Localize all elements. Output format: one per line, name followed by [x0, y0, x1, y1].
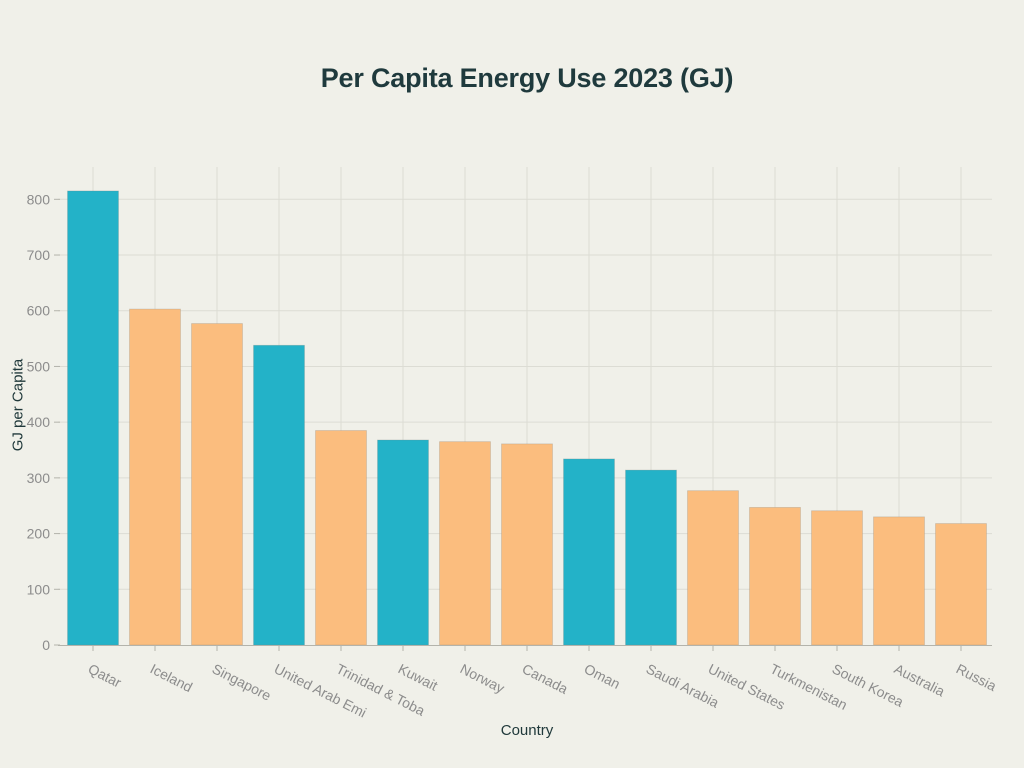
y-tick-label-500: 500	[27, 358, 51, 374]
bar-turkmenistan	[749, 506, 801, 646]
y-tick-label-700: 700	[27, 247, 51, 263]
y-tick-label-100: 100	[27, 581, 51, 597]
x-axis-title: Country	[500, 722, 554, 739]
chart-title: Per Capita Energy Use 2023 (GJ)	[320, 63, 734, 93]
y-tick-label-600: 600	[27, 303, 51, 319]
bar-russia	[935, 523, 987, 646]
bar-kuwait	[377, 439, 429, 646]
x-tick-label-oman: Oman	[582, 660, 623, 692]
y-tick-label-800: 800	[27, 191, 51, 207]
x-tick-label-iceland: Iceland	[148, 660, 195, 695]
x-tick-label-singapore: Singapore	[210, 660, 274, 703]
x-tick-label-russia: Russia	[954, 660, 1000, 694]
bar-norway	[439, 441, 491, 646]
x-tick-label-norway: Norway	[458, 660, 508, 696]
y-tick-label-0: 0	[42, 637, 50, 653]
x-tick-label-qatar: Qatar	[86, 660, 125, 690]
bar-united-states	[687, 490, 739, 646]
bar-south-korea	[811, 510, 863, 646]
y-tick-label-400: 400	[27, 414, 51, 430]
bar-oman	[563, 458, 615, 646]
bar-australia	[873, 516, 925, 646]
x-tick-label-canada: Canada	[520, 660, 571, 697]
x-tick-label-kuwait: Kuwait	[396, 660, 441, 693]
bar-singapore	[191, 323, 243, 646]
y-tick-label-300: 300	[27, 470, 51, 486]
bar-canada	[501, 443, 553, 646]
bar-trinidad-toba	[315, 430, 367, 646]
bar-iceland	[129, 308, 181, 646]
y-tick-label-200: 200	[27, 526, 51, 542]
bar-united-arab-emi	[253, 344, 305, 646]
bar-saudi-arabia	[625, 469, 677, 646]
bar-qatar	[67, 190, 119, 646]
